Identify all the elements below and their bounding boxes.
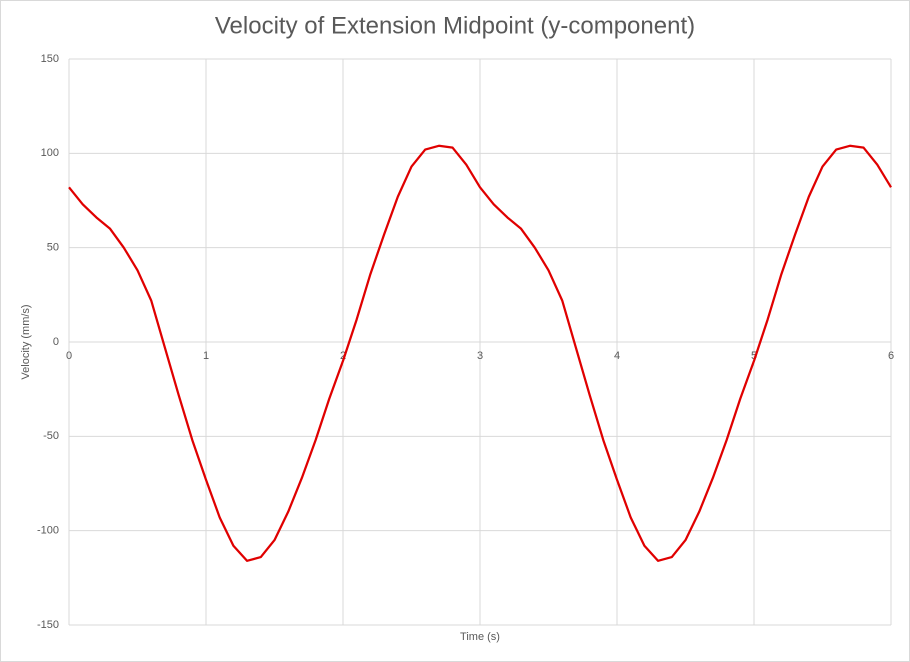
x-axis-label: Time (s) — [460, 631, 500, 643]
x-tick-label: 4 — [614, 350, 620, 362]
x-tick-label: 2 — [340, 350, 346, 362]
chart-title: Velocity of Extension Midpoint (y-compon… — [215, 12, 695, 39]
y-tick-label: -150 — [37, 619, 59, 631]
y-tick-label: 150 — [41, 53, 59, 65]
y-tick-label: -50 — [43, 430, 59, 442]
data-line — [68, 144, 892, 562]
x-tick-label: 5 — [751, 350, 757, 362]
y-tick-label: -100 — [37, 525, 59, 537]
y-axis-label: Velocity (mm/s) — [20, 304, 32, 379]
x-tick-label: 3 — [477, 350, 483, 362]
x-tick-label: 0 — [66, 350, 72, 362]
x-tick-label: 1 — [203, 350, 209, 362]
y-tick-label: 50 — [47, 242, 59, 254]
x-tick-label: 6 — [888, 350, 894, 362]
y-tick-label: 0 — [53, 336, 59, 348]
y-tick-label: 100 — [41, 147, 59, 159]
